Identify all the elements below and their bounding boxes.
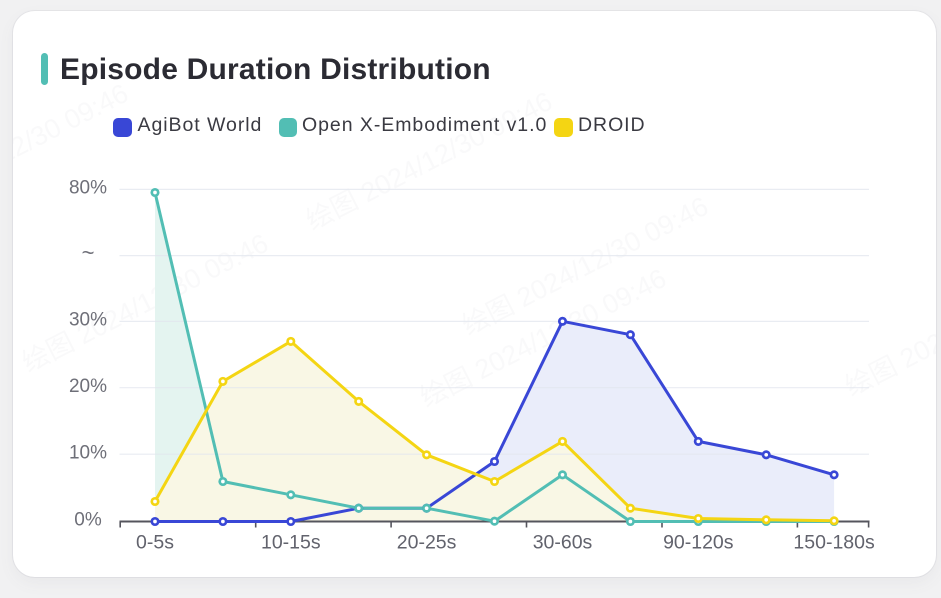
svg-text:0-5s: 0-5s <box>136 531 174 553</box>
svg-text:10-15s: 10-15s <box>261 531 321 553</box>
svg-text:10%: 10% <box>69 442 107 463</box>
svg-text:30%: 30% <box>69 310 107 331</box>
svg-text:80%: 80% <box>69 178 107 199</box>
svg-text:90-120s: 90-120s <box>663 531 734 553</box>
svg-text:20-25s: 20-25s <box>397 531 457 553</box>
svg-text:150-180s: 150-180s <box>793 531 875 553</box>
svg-text:30-60s: 30-60s <box>533 531 593 553</box>
svg-text:20%: 20% <box>69 376 107 397</box>
svg-text:~: ~ <box>82 240 95 265</box>
svg-text:0%: 0% <box>74 510 102 531</box>
